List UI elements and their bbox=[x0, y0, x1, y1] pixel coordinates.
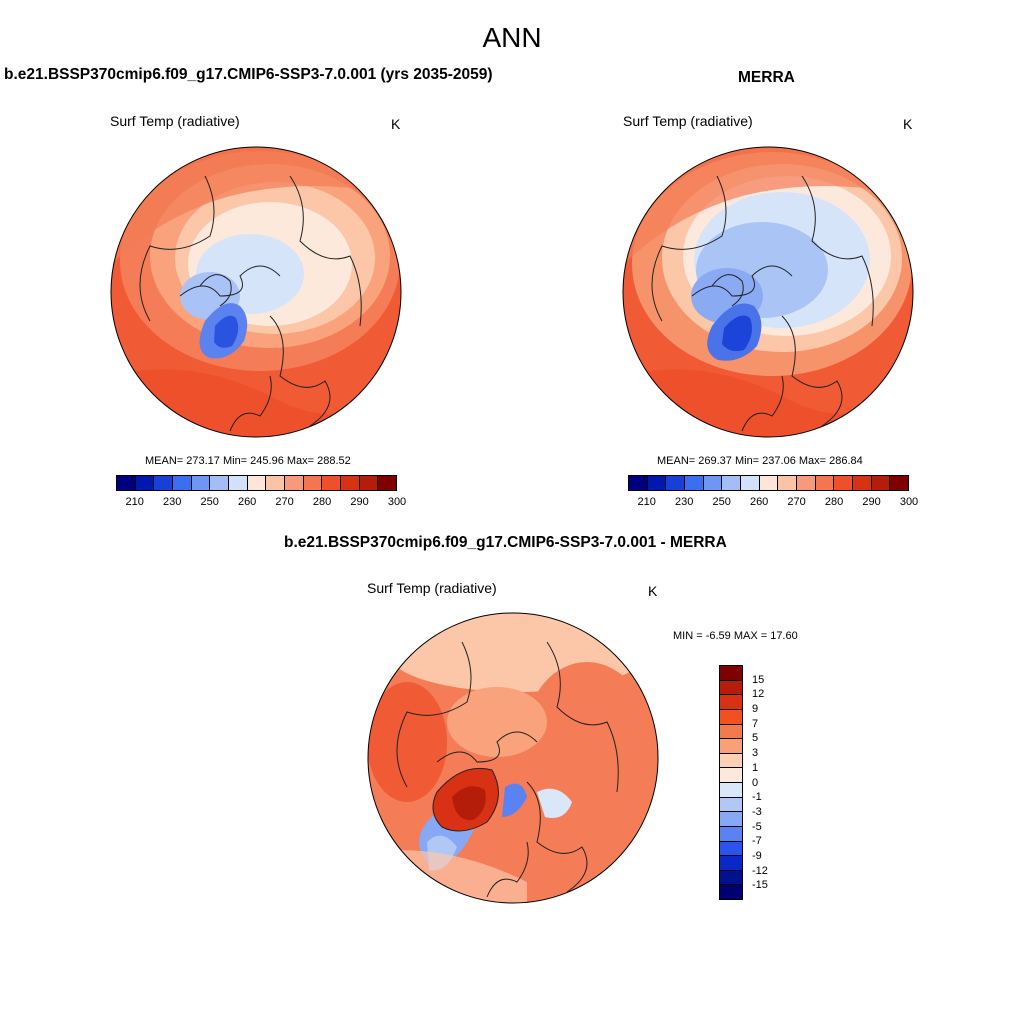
model-colorbar-tick-label: 230 bbox=[163, 496, 182, 508]
model-colorbar-tick-label: 290 bbox=[350, 496, 369, 508]
figure-title: ANN bbox=[482, 22, 542, 53]
obs-colorbar-swatch bbox=[703, 476, 723, 490]
model-colorbar-swatch bbox=[210, 476, 230, 490]
diff-colorbar-tick-label: -12 bbox=[752, 864, 768, 877]
model-colorbar-tick-label: 300 bbox=[387, 496, 407, 508]
model-colorbar-tick-label: 260 bbox=[237, 496, 257, 508]
diff-colorbar-tick-label: 12 bbox=[752, 688, 765, 701]
model-colorbar-swatch bbox=[266, 476, 286, 490]
obs-colorbar-swatch bbox=[629, 476, 648, 490]
obs-variable-label: Surf Temp (radiative) bbox=[623, 113, 753, 129]
model-units-label: K bbox=[391, 116, 401, 132]
diff-colorbar-tick-label: -7 bbox=[752, 835, 762, 848]
diff-polar-map bbox=[367, 612, 659, 904]
model-colorbar bbox=[116, 475, 397, 491]
obs-colorbar-tick-label: 290 bbox=[862, 496, 881, 508]
obs-colorbar-swatch bbox=[647, 476, 667, 490]
obs-colorbar-tick-label: 300 bbox=[899, 496, 919, 508]
model-colorbar-tick-label: 270 bbox=[275, 496, 294, 508]
diff-variable-label: Surf Temp (radiative) bbox=[367, 580, 497, 596]
obs-colorbar-swatch bbox=[741, 476, 760, 490]
model-colorbar-swatch bbox=[117, 476, 136, 490]
obs-colorbar-swatch bbox=[834, 476, 854, 490]
diff-colorbar-swatch bbox=[720, 753, 742, 769]
diff-colorbar-swatch bbox=[720, 739, 742, 754]
diff-colorbar bbox=[719, 665, 743, 900]
obs-stats: MEAN= 269.37 Min= 237.06 Max= 286.84 bbox=[657, 455, 863, 467]
obs-colorbar-swatch bbox=[666, 476, 686, 490]
obs-colorbar-swatch bbox=[759, 476, 779, 490]
diff-colorbar-swatch bbox=[720, 666, 742, 681]
obs-colorbar-swatch bbox=[685, 476, 704, 490]
diff-colorbar-tick-label: 0 bbox=[752, 776, 759, 789]
diff-colorbar-swatch bbox=[720, 856, 742, 871]
diff-colorbar-swatch bbox=[720, 709, 742, 725]
model-colorbar-ticks: 210 230 250 260 270 280 290 300 bbox=[116, 496, 407, 510]
diff-colorbar-swatch bbox=[720, 724, 742, 740]
obs-colorbar-swatch bbox=[890, 476, 909, 490]
model-colorbar-swatch bbox=[359, 476, 379, 490]
model-colorbar-swatch bbox=[154, 476, 174, 490]
model-colorbar-tick-label: 210 bbox=[125, 496, 144, 508]
model-colorbar-swatch bbox=[378, 476, 397, 490]
obs-colorbar-swatch bbox=[778, 476, 798, 490]
obs-colorbar-swatch bbox=[853, 476, 872, 490]
model-colorbar-swatch bbox=[247, 476, 267, 490]
diff-colorbar-tick-label: -15 bbox=[752, 879, 768, 892]
diff-colorbar-swatch bbox=[720, 783, 742, 798]
model-colorbar-swatch bbox=[229, 476, 248, 490]
model-colorbar-swatch bbox=[285, 476, 304, 490]
diff-colorbar-swatch bbox=[720, 826, 742, 842]
obs-colorbar-swatch bbox=[815, 476, 835, 490]
diff-colorbar-tick-label: 1 bbox=[752, 761, 759, 774]
obs-colorbar-tick-label: 280 bbox=[824, 496, 844, 508]
model-stats: MEAN= 273.17 Min= 245.96 Max= 288.52 bbox=[145, 455, 351, 467]
model-colorbar-swatch bbox=[191, 476, 211, 490]
diff-colorbar-swatch bbox=[720, 680, 742, 696]
model-variable-label: Surf Temp (radiative) bbox=[110, 113, 240, 129]
diff-colorbar-swatch bbox=[720, 797, 742, 813]
obs-colorbar-tick-label: 250 bbox=[712, 496, 731, 508]
diff-colorbar-tick-label: -1 bbox=[752, 791, 762, 804]
diff-colorbar-tick-label: -9 bbox=[752, 849, 762, 862]
model-colorbar-swatch bbox=[173, 476, 192, 490]
diff-colorbar-tick-label: 5 bbox=[752, 732, 759, 745]
model-colorbar-swatch bbox=[341, 476, 360, 490]
obs-panel-title: MERRA bbox=[738, 69, 795, 86]
diff-colorbar-tick-label: 3 bbox=[752, 747, 759, 760]
obs-colorbar-swatch bbox=[722, 476, 742, 490]
diff-colorbar-swatch bbox=[720, 870, 742, 886]
obs-polar-map bbox=[622, 146, 914, 438]
diff-colorbar-tick-label: -5 bbox=[752, 820, 762, 833]
diff-stats: MIN = -6.59 MAX = 17.60 bbox=[673, 630, 798, 642]
diff-colorbar-ticks: 15 12 9 7 5 3 1 0 -1 -3 -5 -7 -9 -12 -15 bbox=[752, 665, 792, 900]
model-panel-title: b.e21.BSSP370cmip6.f09_g17.CMIP6-SSP3-7.… bbox=[4, 66, 493, 83]
model-colorbar-tick-label: 280 bbox=[312, 496, 332, 508]
obs-colorbar-swatch bbox=[871, 476, 891, 490]
diff-panel-title: b.e21.BSSP370cmip6.f09_g17.CMIP6-SSP3-7.… bbox=[284, 534, 727, 551]
model-colorbar-swatch bbox=[322, 476, 342, 490]
diff-colorbar-tick-label: -3 bbox=[752, 805, 762, 818]
diff-units-label: K bbox=[648, 583, 658, 599]
model-polar-map bbox=[110, 146, 402, 438]
diff-colorbar-swatch bbox=[720, 812, 742, 827]
diff-colorbar-swatch bbox=[720, 768, 742, 783]
obs-colorbar-swatch bbox=[797, 476, 816, 490]
diff-colorbar-tick-label: 7 bbox=[752, 717, 759, 730]
obs-colorbar-tick-label: 270 bbox=[787, 496, 806, 508]
obs-colorbar bbox=[628, 475, 909, 491]
diff-colorbar-tick-label: 9 bbox=[752, 703, 759, 716]
model-colorbar-swatch bbox=[303, 476, 323, 490]
diff-colorbar-swatch bbox=[720, 841, 742, 857]
diff-colorbar-swatch bbox=[720, 695, 742, 710]
model-colorbar-swatch bbox=[135, 476, 155, 490]
obs-colorbar-tick-label: 260 bbox=[749, 496, 769, 508]
obs-colorbar-tick-label: 230 bbox=[675, 496, 694, 508]
obs-units-label: K bbox=[903, 116, 913, 132]
diff-colorbar-tick-label: 15 bbox=[752, 673, 765, 686]
obs-colorbar-tick-label: 210 bbox=[637, 496, 656, 508]
obs-colorbar-ticks: 210 230 250 260 270 280 290 300 bbox=[628, 496, 919, 510]
model-colorbar-tick-label: 250 bbox=[200, 496, 219, 508]
diff-colorbar-swatch bbox=[720, 885, 742, 899]
